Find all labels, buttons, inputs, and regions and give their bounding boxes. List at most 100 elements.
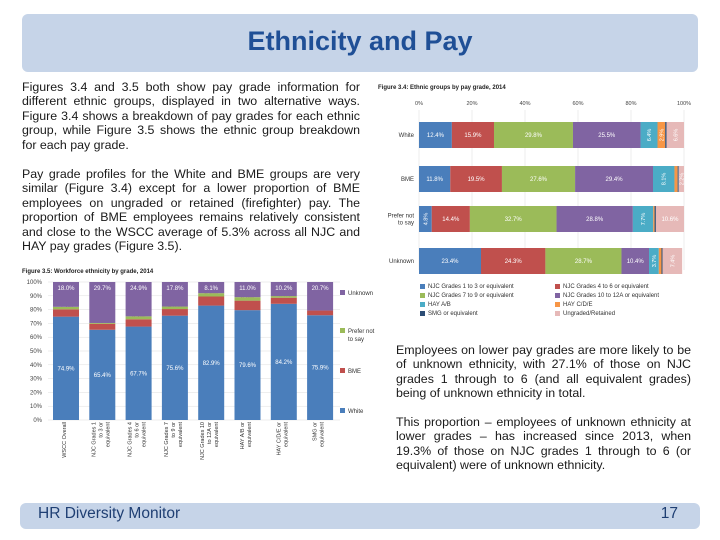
data-label: 18.0% xyxy=(57,286,75,292)
data-label: 25.5% xyxy=(598,133,616,139)
legend-swatch xyxy=(340,328,345,333)
x-tick-label: 20% xyxy=(466,101,477,107)
legend-swatch xyxy=(420,301,425,307)
bar-segment xyxy=(419,122,452,148)
bar-segment xyxy=(493,122,573,148)
bar-segment xyxy=(270,297,297,304)
category-label: NJC Grades 7 xyxy=(164,422,170,457)
y-tick-label: 50% xyxy=(30,349,43,355)
legend-label: Unknown xyxy=(348,291,373,297)
data-label: 24.9% xyxy=(130,286,148,292)
category-label: equivalent xyxy=(247,422,253,448)
bar-segment xyxy=(125,282,152,317)
legend-item: NJC Grades 1 to 3 or equivalent xyxy=(420,283,555,292)
x-tick-label: 0% xyxy=(415,101,423,107)
title-bar xyxy=(22,14,698,72)
legend-label: to say xyxy=(348,337,364,343)
bar-segment xyxy=(198,305,225,420)
bar-segment xyxy=(198,282,225,294)
bar-segment xyxy=(481,248,546,274)
data-label: 6.4% xyxy=(647,129,653,142)
data-label: 84.2% xyxy=(275,360,293,366)
bar-segment xyxy=(632,206,654,232)
legend-item: HAY A/B xyxy=(420,301,555,310)
data-label: 32.7% xyxy=(505,217,523,223)
bar-segment xyxy=(125,319,152,327)
legend-item: SMG or equivalent xyxy=(420,310,555,319)
category-label: NJC Grades 1 xyxy=(91,422,97,457)
bar-segment xyxy=(419,166,451,192)
chart-title: Figure 3.4: Ethnic groups by pay grade, … xyxy=(378,85,506,91)
bar-segment xyxy=(450,166,502,192)
category-label: Unknown xyxy=(389,259,414,265)
legend-swatch xyxy=(555,310,560,316)
data-label: 29.8% xyxy=(525,133,543,139)
category-label: equivalent xyxy=(178,422,184,448)
data-label: 74.9% xyxy=(57,366,75,372)
legend-swatch xyxy=(340,408,345,413)
legend-item: HAY C/D/E xyxy=(555,301,690,310)
data-label: 4.8% xyxy=(423,213,429,226)
bar-segment xyxy=(53,282,79,307)
bar-segment xyxy=(640,122,658,148)
data-label: 75.6% xyxy=(166,366,184,372)
y-tick-label: 20% xyxy=(30,390,43,396)
legend-swatch xyxy=(420,310,425,316)
bar-segment xyxy=(556,206,633,232)
data-label: 65.4% xyxy=(94,373,112,379)
data-label: 3.7% xyxy=(652,255,658,268)
bar-segment xyxy=(451,122,494,148)
bar-segment xyxy=(677,166,679,192)
bar-segment xyxy=(234,310,261,420)
bar-segment xyxy=(661,248,663,274)
bar-segment xyxy=(89,329,116,420)
data-label: 17.8% xyxy=(166,286,184,292)
bar-segment xyxy=(621,248,650,274)
legend-swatch xyxy=(420,283,425,289)
bar-segment xyxy=(125,316,152,320)
bar-segment xyxy=(657,122,666,148)
category-label: to say xyxy=(398,221,414,227)
bar-segment xyxy=(649,248,659,274)
bar-segment xyxy=(501,166,576,192)
bar-segment xyxy=(662,248,683,274)
y-tick-label: 0% xyxy=(33,418,42,424)
category-label: NJC Grades 4 xyxy=(128,422,134,457)
data-label: 28.8% xyxy=(586,217,604,223)
legend-label: HAY A/B xyxy=(428,302,451,308)
bar-segment xyxy=(572,122,641,148)
bar-segment xyxy=(674,166,678,192)
category-label: equivalent xyxy=(320,422,326,448)
category-label: Prefer not xyxy=(388,214,415,220)
data-label: 20.7% xyxy=(312,286,330,292)
bar-segment xyxy=(125,326,152,420)
bar-segment xyxy=(89,322,116,324)
bar-segment xyxy=(234,282,261,298)
footer-title: HR Diversity Monitor xyxy=(38,505,181,522)
y-tick-label: 10% xyxy=(30,404,43,410)
y-tick-label: 40% xyxy=(30,363,43,369)
paragraph-pay-grade-profiles: Pay grade profiles for the White and BME… xyxy=(22,167,360,254)
category-label: equivalent xyxy=(283,422,289,448)
data-label: 10.6% xyxy=(661,217,679,223)
bar-segment xyxy=(431,206,470,232)
legend-label: NJC Grades 4 to 6 or equivalent xyxy=(563,284,649,290)
data-label: 29.4% xyxy=(606,177,624,183)
legend-label: NJC Grades 10 to 12A or equivalent xyxy=(563,293,660,299)
data-label: 11.8% xyxy=(426,177,443,183)
bar-segment xyxy=(653,206,655,232)
figure-3-4-legend: NJC Grades 1 to 3 or equivalent NJC Grade… xyxy=(420,283,710,319)
paragraph-figures-intro: Figures 3.4 and 3.5 both show pay grade … xyxy=(22,80,360,152)
data-label: 7.4% xyxy=(670,255,676,268)
legend-swatch xyxy=(420,292,425,298)
bar-segment xyxy=(198,293,225,297)
bar-segment xyxy=(270,296,297,298)
category-label: BME xyxy=(401,177,414,183)
data-label: 28.7% xyxy=(575,259,593,265)
legend-label: NJC Grades 7 to 9 or equivalent xyxy=(428,293,514,299)
bar-segment xyxy=(665,122,667,148)
data-label: 10.2% xyxy=(275,286,293,292)
bar-segment xyxy=(655,206,684,232)
data-label: 27.6% xyxy=(530,177,548,183)
legend-swatch xyxy=(340,290,345,295)
